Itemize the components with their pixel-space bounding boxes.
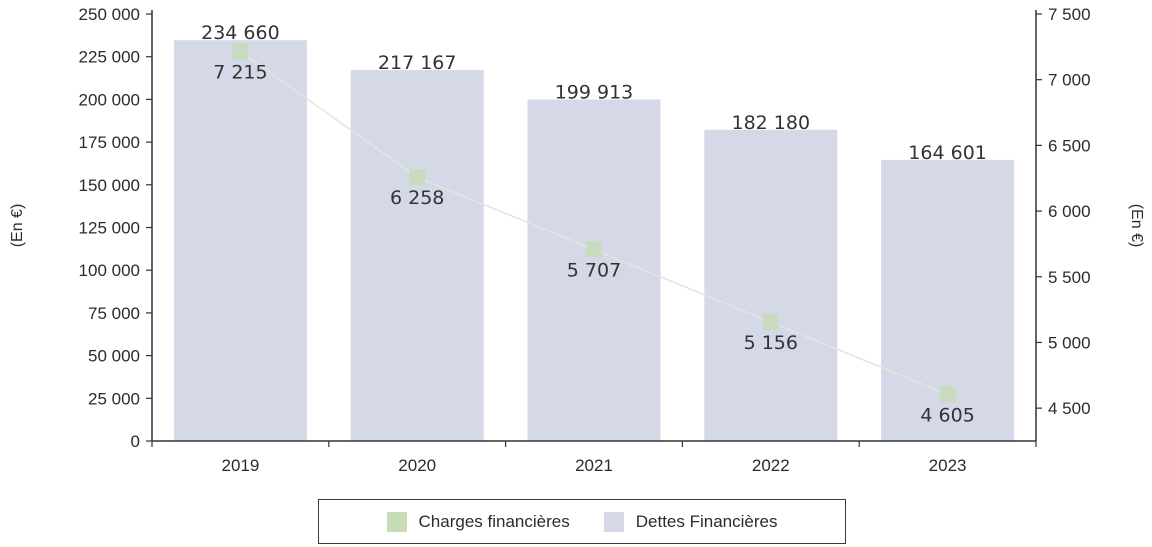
line-marker: [939, 386, 956, 403]
bar-data-label: 182 180: [732, 112, 811, 134]
legend-swatch-charges: [386, 511, 407, 532]
y2-tick-label: 7 000: [1048, 71, 1091, 90]
line-data-label: 5 156: [744, 332, 798, 354]
y-axis-title: (En €): [9, 204, 26, 248]
line-marker: [586, 241, 602, 258]
y2-tick-label: 5 000: [1048, 333, 1091, 352]
line-data-label: 7 215: [213, 61, 267, 83]
legend-item-dettes: Dettes Financières: [603, 511, 778, 532]
legend-label-dettes: Dettes Financières: [635, 511, 778, 531]
x-tick-label: 2019: [221, 456, 259, 475]
x-tick-label: 2023: [929, 456, 967, 475]
y2-tick-label: 4 500: [1048, 399, 1091, 418]
y2-tick-label: 5 500: [1048, 268, 1091, 287]
bar-data-label: 234 660: [201, 22, 280, 44]
y-tick-label: 175 000: [79, 133, 140, 152]
y2-tick-label: 7 500: [1048, 5, 1091, 24]
line-marker: [762, 313, 779, 330]
line-data-label: 6 258: [390, 187, 444, 209]
line-data-label: 4 605: [920, 404, 974, 426]
legend-label-charges: Charges financières: [418, 511, 570, 531]
bar: [527, 99, 661, 442]
bar: [350, 70, 484, 441]
line-layer: [232, 43, 956, 403]
chart: 0 25 000 50 000 75 000 100 000 125 000 150 000…: [9, 5, 1145, 475]
y2-tick-label: 6 500: [1048, 136, 1091, 155]
axes-layer: 0 25 000 50 000 75 000 100 000 125 000 150 000…: [9, 5, 1145, 475]
bar-data-label: 199 913: [555, 82, 634, 104]
y-tick-label: 0: [131, 432, 140, 451]
y-tick-label: 75 000: [88, 304, 140, 323]
x-tick-label: 2020: [398, 456, 436, 475]
y-tick-label: 250 000: [79, 5, 140, 24]
y-tick-label: 150 000: [79, 176, 140, 195]
bar: [173, 40, 307, 442]
x-tick-label: 2022: [752, 456, 790, 475]
y-tick-label: 125 000: [79, 219, 140, 238]
labels-layer: 234 660 217 167 199 913 182 180 164 601 7 215…: [201, 22, 987, 426]
bar-data-label: 164 601: [908, 142, 987, 164]
y-tick-label: 225 000: [79, 48, 140, 67]
y-tick-label: 25 000: [88, 389, 140, 408]
bar: [704, 129, 838, 442]
line-marker: [409, 169, 426, 186]
y-tick-label: 200 000: [79, 90, 140, 109]
legend-swatch-dettes: [603, 511, 624, 532]
bar-data-label: 217 167: [378, 52, 457, 74]
line-marker: [232, 43, 249, 60]
legend: Charges financières Dettes Financières: [318, 499, 846, 544]
line-data-label: 5 707: [567, 260, 621, 282]
x-tick-label: 2021: [575, 456, 613, 475]
y-tick-label: 50 000: [88, 347, 140, 366]
y-tick-label: 100 000: [79, 261, 140, 280]
y2-axis-title: (En €): [1128, 204, 1145, 248]
y2-tick-label: 6 000: [1048, 202, 1091, 221]
legend-item-charges: Charges financières: [386, 511, 570, 532]
